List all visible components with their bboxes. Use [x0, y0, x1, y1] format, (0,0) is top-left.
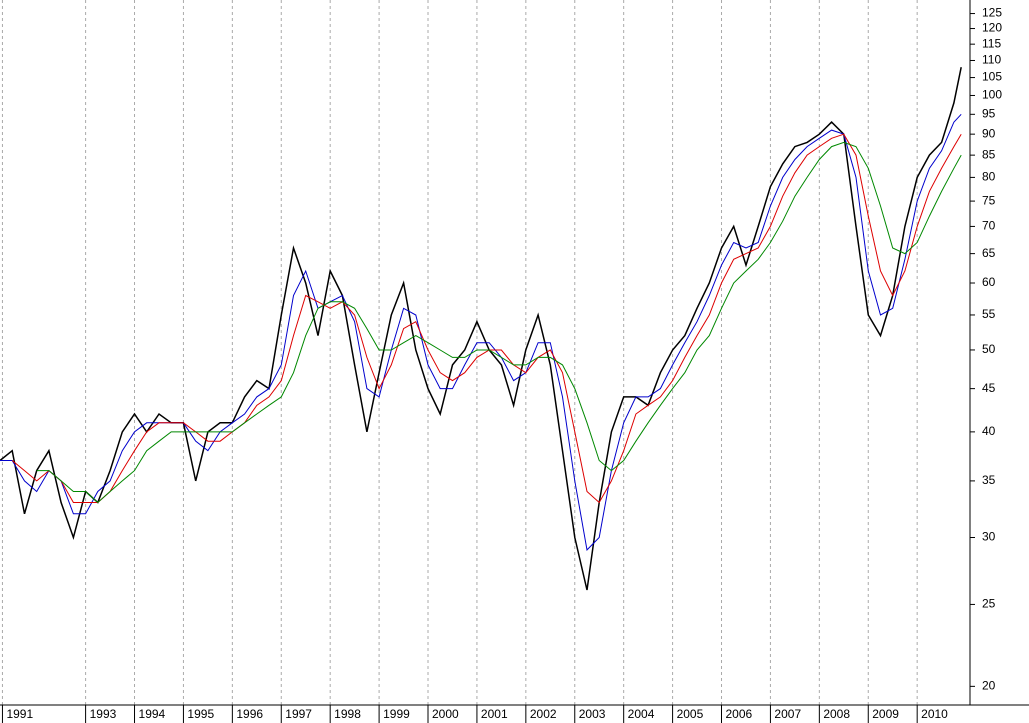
x-tick-label: 2002 [530, 707, 557, 721]
y-tick-label: 125 [982, 6, 1002, 20]
y-tick-label: 75 [982, 193, 996, 207]
x-tick-label: 1995 [187, 707, 214, 721]
x-tick-label: 1997 [285, 707, 312, 721]
x-tick-label: 2008 [823, 707, 850, 721]
y-tick-label: 70 [982, 219, 996, 233]
x-tick-label: 2000 [432, 707, 459, 721]
y-tick-label: 60 [982, 275, 996, 289]
y-tick-label: 55 [982, 307, 996, 321]
y-tick-label: 90 [982, 126, 996, 140]
y-tick-label: 95 [982, 106, 996, 120]
x-tick-label: 1991 [6, 707, 33, 721]
x-tick-label: 2007 [774, 707, 801, 721]
x-tick-label: 1999 [383, 707, 410, 721]
y-tick-label: 115 [982, 36, 1001, 50]
y-tick-label: 110 [982, 53, 1001, 67]
x-tick-label: 2005 [677, 707, 704, 721]
x-tick-label: 1996 [236, 707, 263, 721]
y-tick-label: 80 [982, 170, 996, 184]
y-tick-label: 85 [982, 147, 996, 161]
x-tick-label: 2010 [921, 707, 948, 721]
x-tick-label: 2001 [481, 707, 508, 721]
x-tick-label: 2003 [579, 707, 606, 721]
x-tick-label: 2009 [872, 707, 899, 721]
y-tick-label: 35 [982, 473, 996, 487]
y-tick-label: 120 [982, 21, 1002, 35]
y-tick-label: 30 [982, 530, 996, 544]
series-line [36, 141, 962, 504]
plot [0, 67, 962, 591]
y-tick-label: 65 [982, 246, 996, 260]
x-tick-label: 2004 [628, 707, 655, 721]
y-tick-label: 105 [982, 70, 1002, 84]
y-tick-label: 20 [982, 679, 996, 693]
y-tick-label: 40 [982, 424, 996, 438]
y-tick-label: 50 [982, 342, 996, 356]
y-tick-label: 25 [982, 597, 996, 611]
y-tick-label: 100 [982, 88, 1002, 102]
y-tick-label: 45 [982, 381, 996, 395]
x-tick-label: 2006 [726, 707, 753, 721]
series-line [0, 67, 962, 591]
x-tick-label: 1993 [90, 707, 117, 721]
x-tick-label: 1998 [334, 707, 361, 721]
x-tick-label: 1994 [139, 707, 166, 721]
